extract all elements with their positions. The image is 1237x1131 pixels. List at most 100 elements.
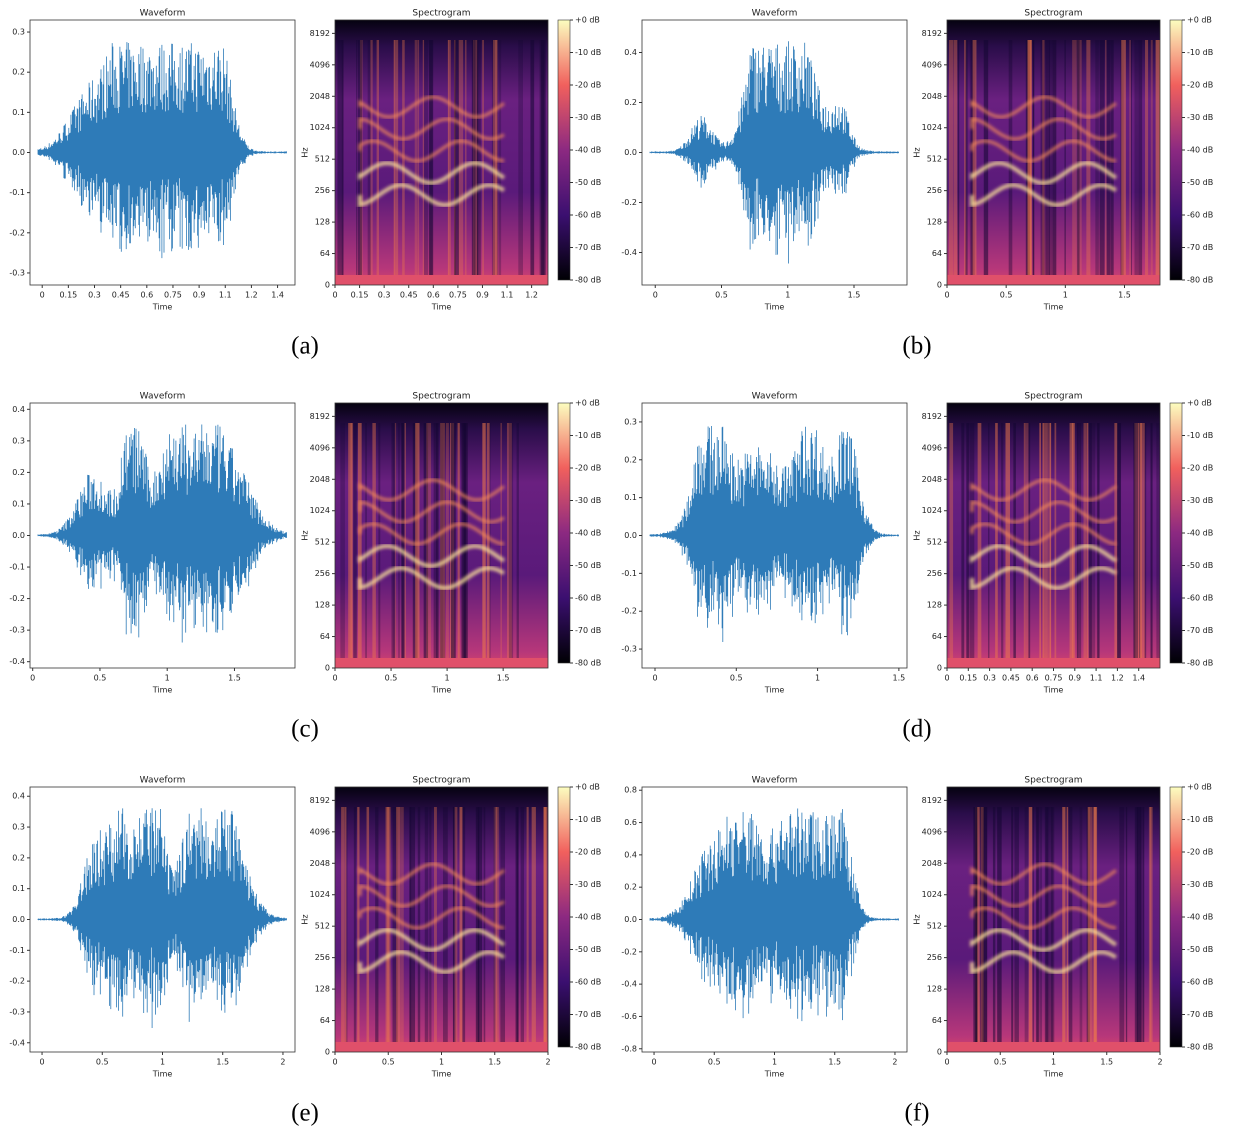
spectrogram-stripe [493, 807, 498, 1052]
spectrogram-stripe [1066, 807, 1069, 1052]
spectrogram-harmonic [970, 160, 1118, 186]
y-tick-label: 2048 [310, 859, 330, 868]
y-tick-label: 64 [932, 632, 942, 641]
y-tick-label: 4096 [922, 443, 942, 452]
spectrogram-stripe [1150, 40, 1153, 285]
spectrogram-stripe [1040, 40, 1045, 285]
y-axis-label: Hz [913, 530, 922, 540]
x-axis-label: Time [1043, 303, 1064, 312]
x-tick-label: 0.15 [59, 291, 77, 300]
colorbar-tick-label: -30 dB [1187, 496, 1213, 505]
colorbar-tick-label: -40 dB [575, 146, 601, 155]
x-tick-label: 1 [445, 674, 450, 683]
y-tick-label: 4096 [310, 827, 330, 836]
spectrogram-stripe [543, 807, 548, 1052]
y-tick-label: 0.4 [12, 792, 25, 801]
y-tick-label: 512 [927, 538, 942, 547]
panel: Waveform Time 0 0.5 1 1.5 0.4 0.2 0.0 -0.2 -0.4 Spe… [621, 9, 1213, 360]
y-axis-label: Hz [301, 914, 310, 924]
spectrogram-stripe [454, 40, 456, 285]
spectrogram-stripe [395, 40, 399, 285]
spectrogram-stripe [1093, 807, 1098, 1052]
colorbar-tick-label: -50 dB [575, 178, 601, 187]
spectrogram-harmonic [358, 478, 505, 502]
spectrogram-stripe [417, 807, 421, 1052]
spectrogram-stripe [357, 807, 360, 1052]
panel: Waveform Time 0 0.5 1 1.5 0.4 0.3 0.2 0.1 0.0 -0.1 -… [9, 392, 601, 743]
y-tick-label: -0.2 [9, 977, 25, 986]
spectrogram-stripe [1023, 423, 1026, 668]
spectrogram-stripe [530, 40, 535, 285]
spectrogram-stripe [337, 40, 343, 285]
spectrogram-stripe [1062, 807, 1066, 1052]
spectrogram-stripe [439, 423, 444, 668]
x-tick-label: 0.5 [994, 1058, 1007, 1067]
y-tick-label: 2048 [922, 475, 942, 484]
y-tick-label: 128 [927, 218, 942, 227]
spectrogram-stripe [436, 423, 439, 668]
spectrogram-harmonic [358, 139, 505, 163]
spectrogram-stripe [375, 807, 379, 1052]
spectrogram-stripe [353, 423, 357, 668]
y-tick-label: 128 [927, 985, 942, 994]
x-tick-label: 2 [892, 1058, 897, 1067]
spectrogram-title: Spectrogram [1024, 9, 1082, 19]
y-tick-label: 2048 [922, 859, 942, 868]
spectrogram-frame [334, 19, 549, 286]
colorbar-tick-label: -40 dB [1187, 913, 1213, 922]
spectrogram-stripe [984, 807, 988, 1052]
x-tick-label: 0.3 [88, 291, 101, 300]
spectrogram-stripe [974, 807, 978, 1052]
y-tick-label: 0 [325, 1048, 330, 1057]
spectrogram-stripe [1049, 40, 1053, 285]
spectrogram-stripe [498, 40, 502, 285]
spectrogram-stripe [1138, 423, 1142, 668]
spectrogram-stripe [370, 40, 373, 285]
spectrogram-stripe [1077, 40, 1080, 285]
y-tick-label: 0.0 [624, 148, 637, 157]
spectrogram-stripe [341, 40, 344, 285]
colorbar-tick-label: -50 dB [575, 945, 601, 954]
spectrogram-harmonic [358, 500, 505, 524]
spectrogram-stripe [964, 40, 967, 285]
spectrogram-stripe [422, 40, 425, 285]
colorbar-tick-label: -50 dB [1187, 945, 1213, 954]
spectrogram-stripe [1011, 807, 1014, 1052]
y-tick-label: 256 [927, 953, 942, 962]
y-tick-label: 2048 [310, 92, 330, 101]
y-tick-label: 512 [927, 922, 942, 931]
x-tick-label: 0 [944, 291, 949, 300]
colorbar-tick-label: -80 dB [575, 659, 601, 668]
spectrogram-stripe [541, 40, 546, 285]
spectrogram-title: Spectrogram [1024, 392, 1082, 402]
spectrogram-stripe [979, 807, 985, 1052]
colorbar-tick-label: -70 dB [1187, 1010, 1213, 1019]
spectrogram-stripe [1134, 423, 1139, 668]
y-tick-label: 2048 [310, 475, 330, 484]
spectrogram-stripe [412, 423, 418, 668]
spectrogram-stripe [495, 807, 499, 1052]
x-tick-label: 0 [332, 1058, 337, 1067]
spectrogram-stripe [429, 807, 432, 1052]
spectrogram-stripe [442, 807, 448, 1052]
waveform-title: Waveform [752, 9, 798, 19]
spectrogram-stripe [1044, 807, 1049, 1052]
spectrogram-stripe [1114, 423, 1118, 668]
spectrogram-stripe [1099, 40, 1105, 285]
colorbar-tick-label: -70 dB [575, 626, 601, 635]
spectrogram-stripe [1130, 40, 1132, 285]
spectrogram-stripe [988, 423, 990, 668]
y-tick-label: 8192 [922, 29, 942, 38]
x-tick-label: 0 [30, 674, 35, 683]
colorbar-tick-label: -10 dB [575, 815, 601, 824]
colorbar-tick-label: -20 dB [1187, 464, 1213, 473]
x-tick-label: 0.5 [708, 1058, 721, 1067]
x-tick-label: 1 [1051, 1058, 1056, 1067]
y-axis-label: Hz [913, 147, 922, 157]
spectrogram-harmonic [970, 478, 1117, 502]
spectrogram-image [947, 403, 1160, 668]
y-tick-label: 1024 [310, 123, 330, 132]
spectrogram-harmonic [970, 117, 1117, 141]
colorbar-tick-label: -20 dB [575, 81, 601, 90]
y-tick-label: 0.1 [12, 108, 25, 117]
